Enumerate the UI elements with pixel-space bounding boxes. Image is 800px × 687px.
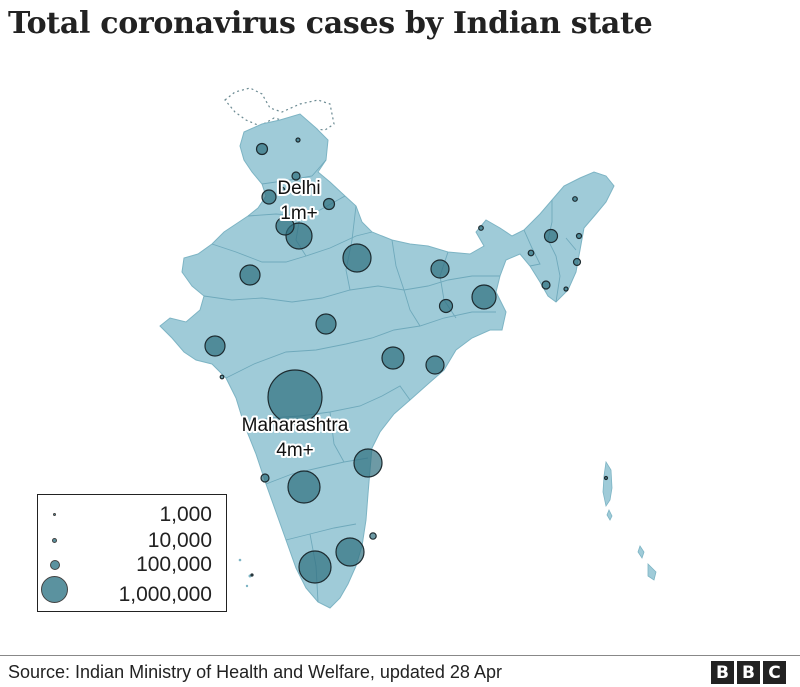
source-note: Source: Indian Ministry of Health and We… — [8, 662, 502, 682]
bubble-lakshadweep — [250, 573, 254, 577]
legend-label: 1,000 — [159, 503, 212, 526]
logo-letter: B — [711, 661, 734, 684]
bubble-odisha — [425, 355, 445, 375]
logo-letter: B — [737, 661, 760, 684]
bubble-himachal-pradesh — [291, 171, 301, 181]
bubble-arunachal-pradesh — [572, 196, 578, 202]
bubble-assam — [543, 228, 559, 244]
bubble-karnataka — [287, 470, 321, 504]
bubble-dnhdd — [219, 374, 225, 380]
bubble-sikkim — [478, 225, 484, 231]
bubble-tripura — [541, 280, 551, 290]
legend-dot-1k — [53, 513, 56, 516]
bubble-ladakh — [295, 137, 301, 143]
label-delhi-name: Delhi — [277, 178, 320, 199]
label-delhi-value: 1m+ — [280, 203, 318, 224]
bubble-gujarat — [204, 335, 226, 357]
bubble-punjab — [261, 189, 277, 205]
legend-row: 10,000 — [38, 529, 226, 553]
legend-label: 10,000 — [147, 529, 212, 552]
bubble-andaman — [603, 475, 609, 481]
bubble-manipur — [572, 257, 582, 267]
bubble-chhattisgarh — [381, 346, 405, 370]
bubble-haryana — [275, 216, 295, 236]
bubble-uttarakhand — [322, 197, 336, 211]
bubble-tamil-nadu — [335, 537, 365, 567]
legend-row: 1,000,000 — [38, 576, 226, 607]
bubble-goa — [260, 473, 270, 483]
bubble-andhra-pradesh — [353, 448, 383, 478]
bubble-jammu-kashmir — [255, 142, 269, 156]
bubble-maharashtra — [267, 369, 323, 425]
legend-label: 100,000 — [136, 553, 212, 576]
legend-label: 1,000,000 — [118, 583, 212, 606]
legend-dot-1m — [41, 576, 68, 603]
bubble-rajasthan — [239, 264, 261, 286]
legend-dot-100k — [50, 560, 60, 570]
bubble-nagaland — [575, 232, 583, 240]
legend-row: 1,000 — [38, 503, 226, 527]
footer-divider — [0, 655, 800, 656]
size-legend: 1,000 10,000 100,000 1,000,000 — [37, 494, 227, 612]
legend-dot-10k — [52, 538, 57, 543]
bubble-uttar-pradesh — [342, 243, 372, 273]
andaman-nicobar-islands — [602, 460, 657, 581]
legend-row: 100,000 — [38, 553, 226, 577]
bubble-madhya-pradesh — [315, 313, 337, 335]
bbc-logo: B B C — [711, 661, 786, 684]
chart-title: Total coronavirus cases by Indian state — [8, 6, 653, 41]
bubble-kerala — [298, 550, 332, 584]
lakshadweep-islands — [238, 558, 252, 588]
bubble-mizoram — [563, 286, 569, 292]
bubble-meghalaya — [527, 249, 535, 257]
logo-letter: C — [763, 661, 786, 684]
bubble-chandigarh — [278, 186, 286, 194]
label-maharashtra-value: 4m+ — [276, 440, 314, 461]
state-borders — [203, 159, 577, 603]
label-maharashtra-name: Maharashtra — [242, 415, 349, 436]
bubble-puducherry — [369, 532, 377, 540]
case-bubbles — [204, 137, 609, 584]
bubble-bihar — [430, 259, 450, 279]
bubble-west-bengal — [471, 284, 497, 310]
bubble-jharkhand — [438, 298, 454, 314]
disputed-boundary — [224, 87, 335, 131]
